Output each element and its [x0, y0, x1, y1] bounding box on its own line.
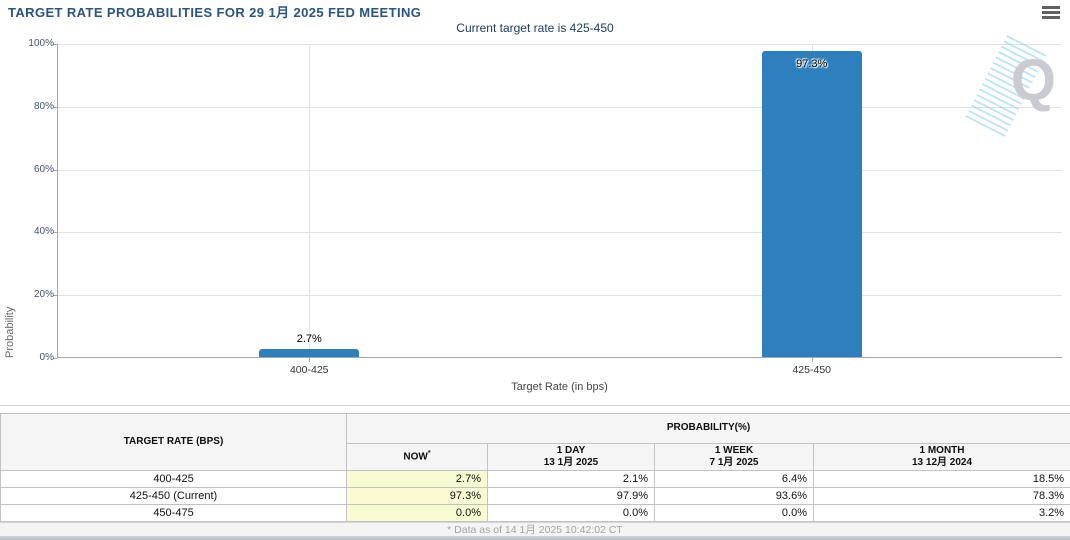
quikstrike-watermark: Q [965, 35, 1056, 137]
week-value: 93.6% [654, 487, 814, 505]
plot-area: 0% 20% 40% 60% 80% 100% 2.7% 400-425 97.3% 425-45… [28, 38, 1062, 376]
gridline [58, 106, 1062, 108]
hamburger-bar [1042, 11, 1060, 14]
day-value: 0.0% [487, 504, 655, 522]
1month-label: 1 MONTH [919, 444, 965, 456]
rate-label: 450-475 [0, 504, 347, 522]
bar-425-450[interactable] [761, 51, 862, 357]
y-tick-label: 20% [33, 289, 54, 301]
month-value: 78.3% [812, 487, 1070, 505]
y-tick [53, 295, 57, 297]
y-tick [53, 232, 57, 234]
hamburger-bar [1042, 16, 1060, 19]
table-row: 450-475 0.0% 0.0% 0.0% 3.2% [0, 504, 1070, 522]
col-header-1day: 1 DAY 13 1月 2025 [487, 443, 655, 471]
y-tick-label: 80% [33, 100, 54, 112]
hamburger-bar [1042, 6, 1060, 9]
x-tick [811, 358, 813, 362]
gridline [58, 232, 1062, 234]
now-label: NOW [403, 451, 428, 463]
col-header-1week: 1 WEEK 7 1月 2025 [654, 443, 814, 471]
1day-label: 1 DAY [556, 444, 586, 456]
col-header-target-rate: TARGET RATE (BPS) [0, 413, 347, 471]
now-value: 2.7% [346, 470, 488, 488]
hamburger-menu-icon[interactable] [1042, 6, 1060, 21]
category-gridline [309, 44, 311, 357]
watermark-q-letter: Q [1010, 48, 1056, 113]
rate-label: 425-450 (Current) [0, 487, 347, 505]
table-row: 400-425 2.7% 2.1% 6.4% 18.5% [0, 470, 1070, 488]
now-value: 0.0% [346, 504, 488, 522]
probability-bar-chart: Probability 0% 20% 40% 60% 80% 100% 2.7% 400-42… [0, 35, 1070, 405]
month-value: 3.2% [812, 504, 1070, 522]
y-tick-label: 100% [28, 38, 54, 49]
x-tick [309, 358, 311, 362]
day-value: 97.9% [487, 487, 655, 505]
x-tick-label: 400-425 [289, 364, 329, 376]
y-tick [53, 106, 57, 108]
y-axis-title: Probability [4, 306, 16, 358]
bottom-divider-strip [0, 536, 1070, 540]
gridline [58, 295, 1062, 297]
bar-400-425[interactable] [259, 348, 360, 357]
y-tick [53, 169, 57, 171]
week-value: 0.0% [654, 504, 814, 522]
bar-value-label: 97.3% [796, 58, 828, 71]
y-tick-label: 0% [39, 352, 54, 363]
table-row: 425-450 (Current) 97.3% 97.9% 93.6% 78.3… [0, 487, 1070, 505]
gridline [58, 169, 1062, 171]
1week-date: 7 1月 2025 [709, 457, 759, 468]
y-tick [53, 44, 57, 45]
bar-value-label: 2.7% [296, 332, 322, 345]
data-as-of-footnote: * Data as of 14 1月 2025 10:42:02 CT [0, 522, 1070, 537]
1day-date: 13 1月 2025 [543, 457, 599, 468]
now-value: 97.3% [346, 487, 488, 505]
probability-table: TARGET RATE (BPS) PROBABILITY(%) NOW* 1 … [0, 413, 1070, 522]
1week-label: 1 WEEK [714, 444, 754, 456]
y-tick-label: 60% [33, 163, 54, 175]
month-value: 18.5% [812, 470, 1070, 488]
col-header-now: NOW* [346, 443, 488, 471]
x-tick-label: 425-450 [792, 364, 832, 376]
x-axis-title: Target Rate (in bps) [511, 381, 608, 393]
y-tick [53, 358, 57, 359]
chart-subtitle: Current target rate is 425-450 [456, 21, 614, 35]
section-divider [0, 405, 1070, 406]
col-header-1month: 1 MONTH 13 12月 2024 [812, 443, 1070, 471]
day-value: 2.1% [487, 470, 655, 488]
page-title: TARGET RATE PROBABILITIES FOR 29 1月 2025… [8, 5, 422, 20]
1month-date: 13 12月 2024 [911, 457, 973, 468]
rate-label: 400-425 [0, 470, 347, 488]
col-header-probability-group: PROBABILITY(%) [345, 413, 1070, 444]
now-asterisk: * [427, 450, 431, 458]
y-tick-label: 40% [33, 226, 54, 238]
gridline [58, 44, 1062, 45]
week-value: 6.4% [654, 470, 814, 488]
